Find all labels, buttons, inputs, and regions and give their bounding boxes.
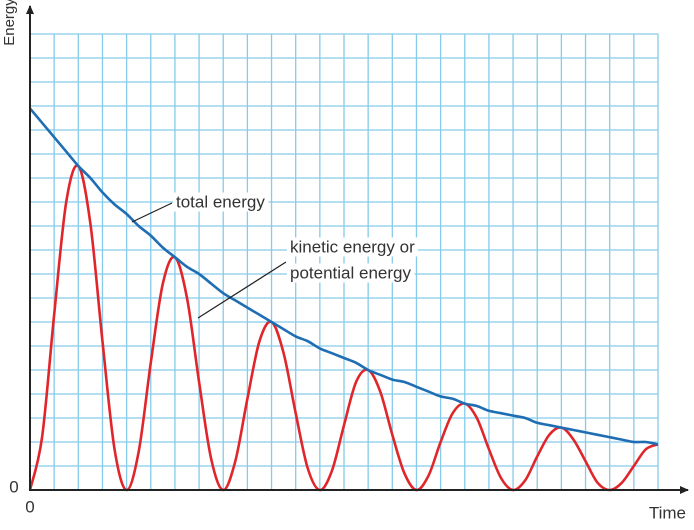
annotation-background [173,192,269,212]
annotation: potential energy [290,263,411,282]
curves [28,107,659,492]
series-line [28,164,659,492]
leader-line [197,261,287,319]
annotations: total energy kinetic energy or potential e… [131,192,419,319]
x-axis-label: Time [649,503,686,522]
x-tick-label: 0 [25,497,34,516]
series-line [29,107,659,446]
y-axis-label: Energy [1,0,18,46]
y-tick-label: 0 [9,477,18,496]
annotation: kinetic energy or [290,237,415,256]
annotation-background [287,263,415,283]
annotation: total energy [176,192,265,211]
annotation-background [287,237,419,257]
leader-line [131,202,173,223]
